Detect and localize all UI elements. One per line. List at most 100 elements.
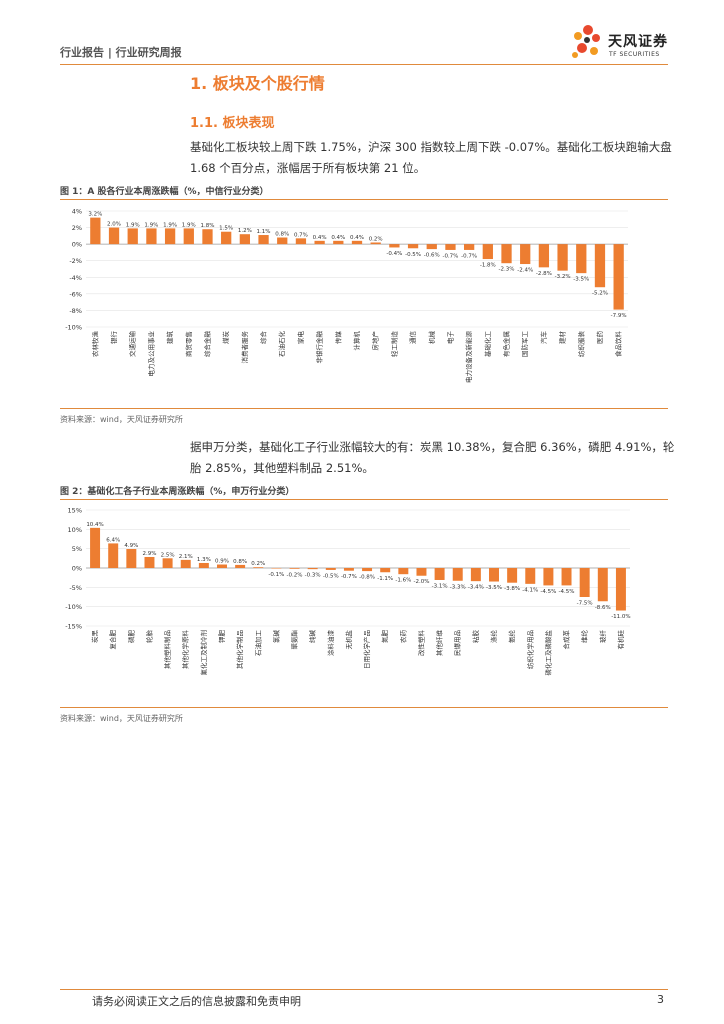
bar: [370, 242, 381, 245]
y-tick-label: 0%: [72, 241, 82, 249]
data-label: -1.6%: [395, 578, 411, 584]
data-label: -0.8%: [359, 575, 375, 581]
x-category-label: 聚氨酯: [290, 630, 299, 650]
data-label: -7.9%: [611, 313, 627, 319]
x-category-label: 无机盐: [344, 630, 353, 650]
x-category-label: 交通运输: [128, 331, 137, 358]
data-label: -2.4%: [517, 268, 533, 274]
data-label: 1.2%: [238, 228, 252, 234]
bar: [108, 227, 120, 245]
bar: [557, 244, 568, 271]
bar: [389, 244, 400, 248]
bar: [144, 556, 155, 568]
figure1-title: 图 1：A 股各行业本周涨跌幅（%，中信行业分类）: [60, 187, 269, 197]
data-label: -1.1%: [377, 576, 393, 582]
header-divider: [60, 64, 668, 65]
x-category-label: 通信: [408, 331, 417, 345]
x-category-label: 国防军工: [520, 331, 529, 358]
x-category-label: 磷化工及磷酸盐: [543, 630, 552, 676]
y-tick-label: -4%: [69, 274, 82, 282]
brand-en: TF SECURITIES: [609, 51, 660, 58]
bar: [239, 234, 251, 245]
x-category-label: 石油石化: [277, 331, 286, 358]
disclaimer-text: 请务必阅读正文之后的信息披露和免责申明: [92, 995, 301, 1008]
x-category-label: 涂料油漆: [326, 630, 335, 657]
footer-divider: [60, 989, 668, 990]
bar: [416, 568, 427, 576]
bar: [108, 543, 119, 568]
bar: [235, 564, 246, 568]
x-category-label: 建筑: [165, 331, 174, 345]
bar: [146, 228, 157, 245]
y-tick-label: -8%: [69, 307, 82, 315]
bar: [520, 244, 531, 265]
x-category-label: 综合金融: [202, 331, 211, 358]
x-category-label: 石油加工: [253, 630, 262, 657]
data-label: -4.5%: [540, 589, 556, 595]
bar: [482, 244, 493, 260]
data-label: 2.1%: [179, 554, 193, 560]
data-label: 1.9%: [126, 222, 140, 228]
bar: [221, 231, 232, 245]
figure2-bottom-rule: [60, 707, 668, 708]
x-category-label: 煤炭: [221, 331, 230, 345]
paragraph-sector-performance: 基础化工板块较上周下跌 1.75%，沪深 300 指数较上周下跌 -0.07%。…: [190, 140, 672, 175]
data-label: -4.5%: [559, 589, 575, 595]
bar: [543, 568, 554, 586]
bar: [90, 217, 101, 245]
bar: [463, 244, 475, 250]
bar: [489, 568, 499, 582]
data-label: -0.7%: [341, 574, 357, 580]
data-label: -3.2%: [555, 274, 571, 280]
data-label: 0.4%: [331, 235, 345, 241]
bar: [434, 568, 445, 580]
data-label: 0.4%: [313, 235, 327, 241]
x-category-label: 综合: [259, 331, 268, 345]
bar: [314, 240, 325, 245]
data-label: -3.5%: [573, 277, 589, 283]
data-label: 1.1%: [257, 229, 271, 235]
y-tick-label: 0%: [72, 565, 82, 573]
bar: [295, 238, 307, 245]
x-category-label: 复合肥: [108, 630, 117, 650]
y-tick-label: 15%: [68, 507, 82, 515]
x-category-label: 家电: [296, 331, 305, 345]
bar: [343, 568, 354, 571]
bar: [198, 562, 209, 568]
bar: [613, 244, 624, 310]
data-label: -0.7%: [461, 253, 477, 259]
bar: [307, 568, 318, 570]
bar: [561, 568, 572, 586]
data-label: -2.8%: [536, 271, 552, 277]
x-category-label: 钾肥: [217, 630, 226, 644]
report-type-header: 行业报告 | 行业研究周报: [60, 46, 182, 59]
x-category-label: 有机硅: [616, 630, 625, 650]
figure1-bar-chart: 4% 2% 0% -2% -4% -6% -8% -10% 3.2% 农林牧渔 2.0% 银行 1.9%…: [65, 208, 628, 384]
data-label: -0.1%: [268, 572, 284, 578]
x-category-label: 轻工制造: [389, 331, 398, 358]
x-category-label: 有色金属: [502, 331, 511, 357]
bar: [126, 549, 137, 568]
figure1-top-rule: [60, 199, 668, 200]
bar: [217, 564, 227, 568]
data-label: 1.5%: [219, 226, 233, 232]
tf-securities-logo: 天风证券 TF SECURITIES: [568, 22, 678, 62]
x-category-label: 粘胶: [471, 630, 480, 644]
y-tick-label: -5%: [69, 584, 82, 592]
data-label: -0.7%: [442, 253, 458, 259]
data-label: -11.0%: [611, 614, 630, 620]
x-category-label: 纺织化学用品: [525, 630, 534, 669]
bar: [538, 244, 550, 268]
y-tick-label: -15%: [65, 623, 82, 631]
y-tick-label: 10%: [68, 526, 82, 534]
figure2-title: 图 2：基础化工各子行业本周涨跌幅（%，申万行业分类）: [60, 487, 295, 497]
bar: [183, 228, 194, 245]
bar: [398, 568, 409, 575]
x-category-label: 银行: [109, 331, 118, 345]
x-category-label: 电力设备及新能源: [464, 331, 473, 384]
x-category-label: 房地产: [371, 331, 380, 351]
bar: [470, 568, 481, 582]
data-label: 4.9%: [124, 543, 138, 549]
bar: [576, 244, 587, 274]
x-category-label: 基础化工: [483, 331, 492, 358]
